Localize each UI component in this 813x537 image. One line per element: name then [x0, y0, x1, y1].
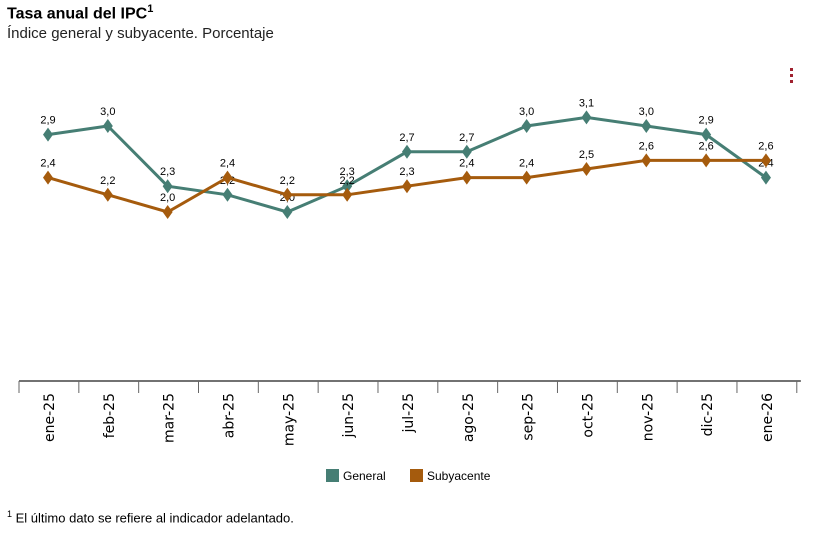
data-point[interactable] — [581, 162, 592, 176]
x-tick-label: sep-25 — [521, 393, 537, 441]
data-label: 2,7 — [459, 132, 474, 144]
footnote-text: El último dato se refiere al indicador a… — [15, 510, 294, 526]
data-label: 2,3 — [160, 166, 175, 178]
legend-label: Subyacente — [427, 469, 491, 483]
data-point[interactable] — [162, 205, 173, 219]
legend-swatch — [326, 469, 339, 482]
x-tick-label: nov-25 — [640, 393, 656, 441]
data-point[interactable] — [760, 170, 771, 185]
series-general: 2,93,02,32,22,02,32,72,73,03,13,02,92,4 — [40, 97, 774, 219]
data-label: 2,9 — [698, 115, 713, 127]
data-point[interactable] — [701, 153, 712, 168]
legend-item-general[interactable]: General — [326, 469, 386, 483]
data-point[interactable] — [282, 205, 293, 219]
x-tick-label: dic-25 — [700, 393, 716, 436]
data-point[interactable] — [401, 144, 412, 159]
data-point[interactable] — [282, 187, 293, 202]
data-label: 2,3 — [340, 166, 355, 178]
x-tick-label: jun-25 — [341, 393, 357, 439]
chart-subtitle: Índice general y subyacente. Porcentaje — [7, 25, 274, 42]
footnote-mark: 1 — [7, 509, 13, 519]
data-point[interactable] — [222, 170, 233, 185]
x-tick-label: may-25 — [281, 393, 297, 446]
x-tick-label: ene-25 — [42, 393, 58, 442]
data-point[interactable] — [43, 170, 53, 185]
data-label: 2,7 — [399, 132, 414, 144]
data-label: 2,6 — [758, 140, 773, 152]
data-point[interactable] — [461, 170, 472, 185]
data-label: 2,6 — [698, 140, 713, 152]
legend-label: General — [343, 469, 386, 483]
x-tick-label: ene-26 — [760, 393, 776, 442]
x-tick-label: ago-25 — [461, 393, 477, 442]
data-label: 2,0 — [160, 192, 175, 204]
data-label: 2,2 — [280, 175, 295, 187]
data-label: 2,2 — [100, 175, 115, 187]
data-label: 2,2 — [340, 175, 355, 187]
data-point[interactable] — [222, 187, 233, 202]
legend-item-subyacente[interactable]: Subyacente — [410, 469, 491, 483]
data-label: 2,9 — [40, 115, 55, 127]
x-tick-label: oct-25 — [580, 393, 596, 438]
chart-title: Tasa anual del IPC1 — [7, 3, 153, 23]
data-label: 2,4 — [459, 158, 474, 170]
footnote: 1 El último dato se refiere al indicador… — [7, 509, 294, 525]
data-label: 2,5 — [579, 149, 594, 161]
data-label: 2,4 — [220, 158, 235, 170]
title-footnote-mark: 1 — [147, 3, 154, 15]
series-subyacente: 2,42,22,02,42,2 2,22,32,4 2,42,52,6 2,6 2,6 — [40, 140, 774, 219]
title-text: Tasa anual del IPC — [7, 5, 148, 23]
data-label: 3,0 — [639, 106, 654, 118]
data-point[interactable] — [581, 110, 592, 125]
data-point[interactable] — [162, 179, 173, 194]
data-point[interactable] — [342, 179, 353, 194]
data-point[interactable] — [102, 119, 113, 133]
data-label: 2,4 — [40, 158, 55, 170]
data-point[interactable] — [641, 153, 652, 168]
legend-swatch — [410, 469, 423, 482]
data-label: 2,6 — [639, 140, 654, 152]
data-label: 3,0 — [519, 106, 534, 118]
x-tick-label: mar-25 — [162, 393, 178, 443]
data-point[interactable] — [342, 187, 353, 202]
data-point[interactable] — [521, 119, 532, 133]
data-point[interactable] — [461, 144, 472, 159]
data-point[interactable] — [701, 127, 712, 142]
x-tick-label: jul-25 — [401, 393, 417, 434]
data-label: 2,4 — [519, 158, 534, 170]
x-tick-label: abr-25 — [221, 393, 237, 438]
data-label: 3,1 — [579, 97, 594, 109]
data-label: 2,3 — [399, 166, 414, 178]
data-point[interactable] — [521, 170, 532, 185]
data-point[interactable] — [43, 127, 53, 142]
data-label: 3,0 — [100, 106, 115, 118]
data-point[interactable] — [102, 187, 113, 202]
data-point[interactable] — [641, 119, 652, 133]
data-point[interactable] — [760, 153, 771, 168]
data-point[interactable] — [401, 179, 412, 194]
vertical-dots-icon[interactable] — [786, 68, 796, 88]
x-tick-label: feb-25 — [102, 393, 118, 438]
